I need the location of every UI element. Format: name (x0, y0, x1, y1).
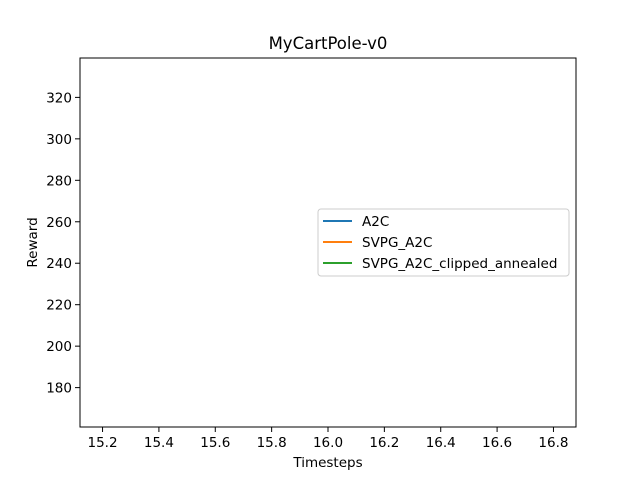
x-tick-label: 16.2 (369, 435, 399, 451)
x-tick-label: 15.8 (257, 435, 287, 451)
y-tick-label: 180 (46, 381, 72, 397)
y-axis-label: Reward (25, 217, 41, 267)
x-tick-label: 16.8 (538, 435, 568, 451)
y-tick-label: 280 (46, 173, 72, 189)
y-tick-label: 240 (46, 256, 72, 272)
legend-label-1: SVPG_A2C (362, 235, 432, 251)
y-tick-label: 300 (46, 132, 72, 148)
y-tick-label: 220 (46, 298, 72, 314)
x-axis-label: Timesteps (292, 455, 362, 471)
chart-title: MyCartPole-v0 (269, 34, 388, 53)
x-tick-label: 15.6 (200, 435, 230, 451)
x-tick-label: 16.0 (313, 435, 343, 451)
legend-label-0: A2C (362, 214, 389, 230)
x-axis: 15.2 15.4 15.6 15.8 16.0 16.2 16.4 16.6 16.8 (88, 427, 568, 451)
y-tick-label: 200 (46, 339, 72, 355)
x-tick-label: 15.2 (88, 435, 118, 451)
legend-label-2: SVPG_A2C_clipped_annealed (362, 256, 557, 272)
x-tick-label: 16.6 (482, 435, 512, 451)
y-tick-label: 320 (46, 90, 72, 106)
y-axis: 180 200 220 240 260 280 300 320 (46, 90, 80, 397)
legend-box (317, 208, 570, 277)
legend: A2C SVPG_A2C SVPG_A2C_clipped_annealed (317, 208, 570, 277)
x-tick-label: 16.4 (426, 435, 456, 451)
x-tick-label: 15.4 (144, 435, 174, 451)
y-tick-label: 260 (46, 215, 72, 231)
